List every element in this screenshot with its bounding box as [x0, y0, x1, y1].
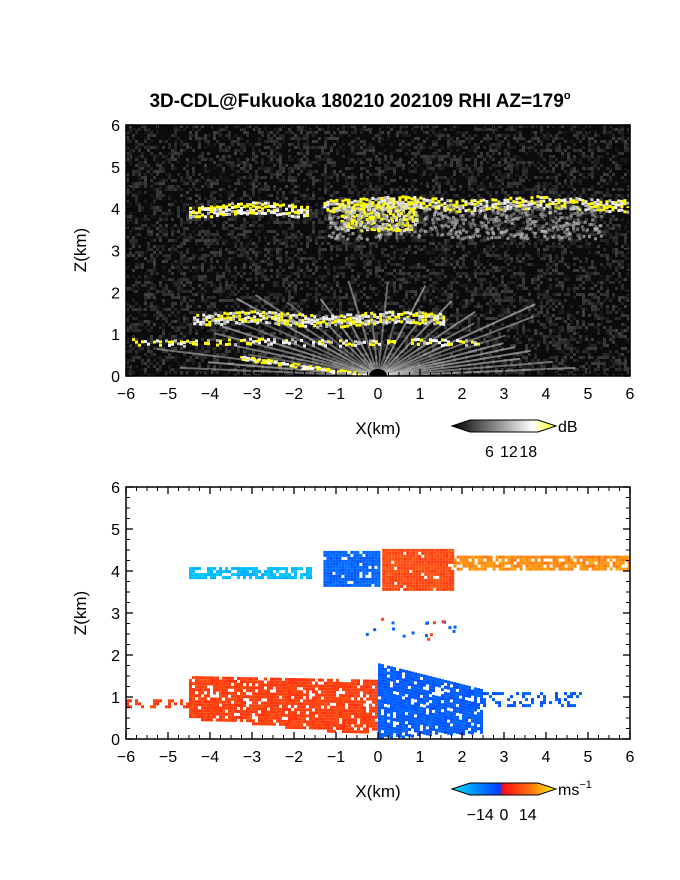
velocity-y-tick-label: 2: [111, 648, 120, 665]
reflectivity-x-tick-label: 0: [374, 386, 383, 403]
velocity-x-tick-label: −2: [285, 749, 303, 766]
reflectivity-y-axis-label: Z(km): [71, 228, 90, 272]
reflectivity-x-tick-label: −3: [243, 386, 261, 403]
reflectivity-x-tick-label: −2: [285, 386, 303, 403]
velocity-echoes: [126, 548, 630, 739]
velocity-x-tick-label: 4: [542, 749, 551, 766]
reflectivity-y-tick-label: 1: [111, 327, 120, 344]
reflectivity-x-axis-label: X(km): [355, 419, 400, 438]
title-degree: o: [564, 90, 571, 102]
reflectivity-colorbar-tick-label: 18: [519, 444, 537, 461]
chart-title: 3D-CDL@Fukuoka 180210 202109 RHI AZ=179o: [149, 90, 570, 112]
reflectivity-x-tick-label: −1: [327, 386, 345, 403]
velocity-y-tick-label: 1: [111, 690, 120, 707]
reflectivity-y-tick-label: 6: [111, 118, 120, 135]
velocity-y-axis-label: Z(km): [71, 591, 90, 635]
reflectivity-y-tick-label: 3: [111, 244, 120, 261]
velocity-x-tick-label: −6: [117, 749, 135, 766]
velocity-y-tick-label: 3: [111, 606, 120, 623]
reflectivity-colorbar-unit: dB: [558, 419, 578, 436]
reflectivity-y-tick-label: 0: [111, 369, 120, 386]
reflectivity-x-tick-label: 1: [416, 386, 425, 403]
velocity-x-tick-label: 5: [584, 749, 593, 766]
reflectivity-y-tick-label: 2: [111, 285, 120, 302]
velocity-axis-ticks: −6 −5 −4 −3 −2 −1 0 1 2 3 4 5 6 0 1 2 3 4 5 6: [111, 480, 634, 766]
velocity-x-tick-label: 2: [458, 749, 467, 766]
reflectivity-x-tick-label: −5: [159, 386, 177, 403]
velocity-y-tick-label: 4: [111, 564, 120, 581]
reflectivity-x-tick-label: 4: [542, 386, 551, 403]
velocity-x-tick-label: 1: [416, 749, 425, 766]
velocity-x-tick-label: 3: [500, 749, 509, 766]
velocity-x-tick-label: −5: [159, 749, 177, 766]
velocity-x-tick-label: 6: [626, 749, 635, 766]
velocity-y-tick-label: 6: [111, 480, 120, 497]
reflectivity-x-tick-label: 2: [458, 386, 467, 403]
reflectivity-colorbar: 6 12 18 dB: [450, 419, 578, 461]
velocity-x-tick-label: −4: [201, 749, 219, 766]
velocity-colorbar-tick-label: −14: [467, 807, 494, 824]
reflectivity-x-tick-label: 3: [500, 386, 509, 403]
reflectivity-x-tick-label: 5: [584, 386, 593, 403]
velocity-colorbar-unit: ms−1: [558, 779, 592, 799]
reflectivity-y-tick-label: 5: [111, 160, 120, 177]
velocity-y-tick-label: 5: [111, 522, 120, 539]
reflectivity-colorbar-tick-label: 12: [500, 444, 518, 461]
reflectivity-y-tick-label: 4: [111, 202, 120, 219]
reflectivity-x-tick-label: −4: [201, 386, 219, 403]
reflectivity-echoes: [126, 125, 630, 376]
velocity-colorbar-tick-label: 14: [519, 807, 537, 824]
reflectivity-colorbar-tick-label: 6: [485, 444, 494, 461]
reflectivity-x-tick-label: 6: [626, 386, 635, 403]
velocity-y-tick-label: 0: [111, 732, 120, 749]
velocity-colorbar-tick-label: 0: [500, 807, 509, 824]
velocity-x-axis-label: X(km): [355, 782, 400, 801]
velocity-panel: −6 −5 −4 −3 −2 −1 0 1 2 3 4 5 6 0 1 2 3 4 5 6 X(km) Z(km) −…: [71, 480, 635, 824]
velocity-x-tick-label: −3: [243, 749, 261, 766]
velocity-x-tick-label: −1: [327, 749, 345, 766]
reflectivity-axis-ticks: −6 −5 −4 −3 −2 −1 0 1 2 3 4 5 6 0 1 2 3 4 5 6: [111, 118, 634, 403]
velocity-colorbar: −14 0 14 ms−1: [450, 779, 592, 824]
velocity-x-tick-label: 0: [374, 749, 383, 766]
reflectivity-x-tick-label: −6: [117, 386, 135, 403]
